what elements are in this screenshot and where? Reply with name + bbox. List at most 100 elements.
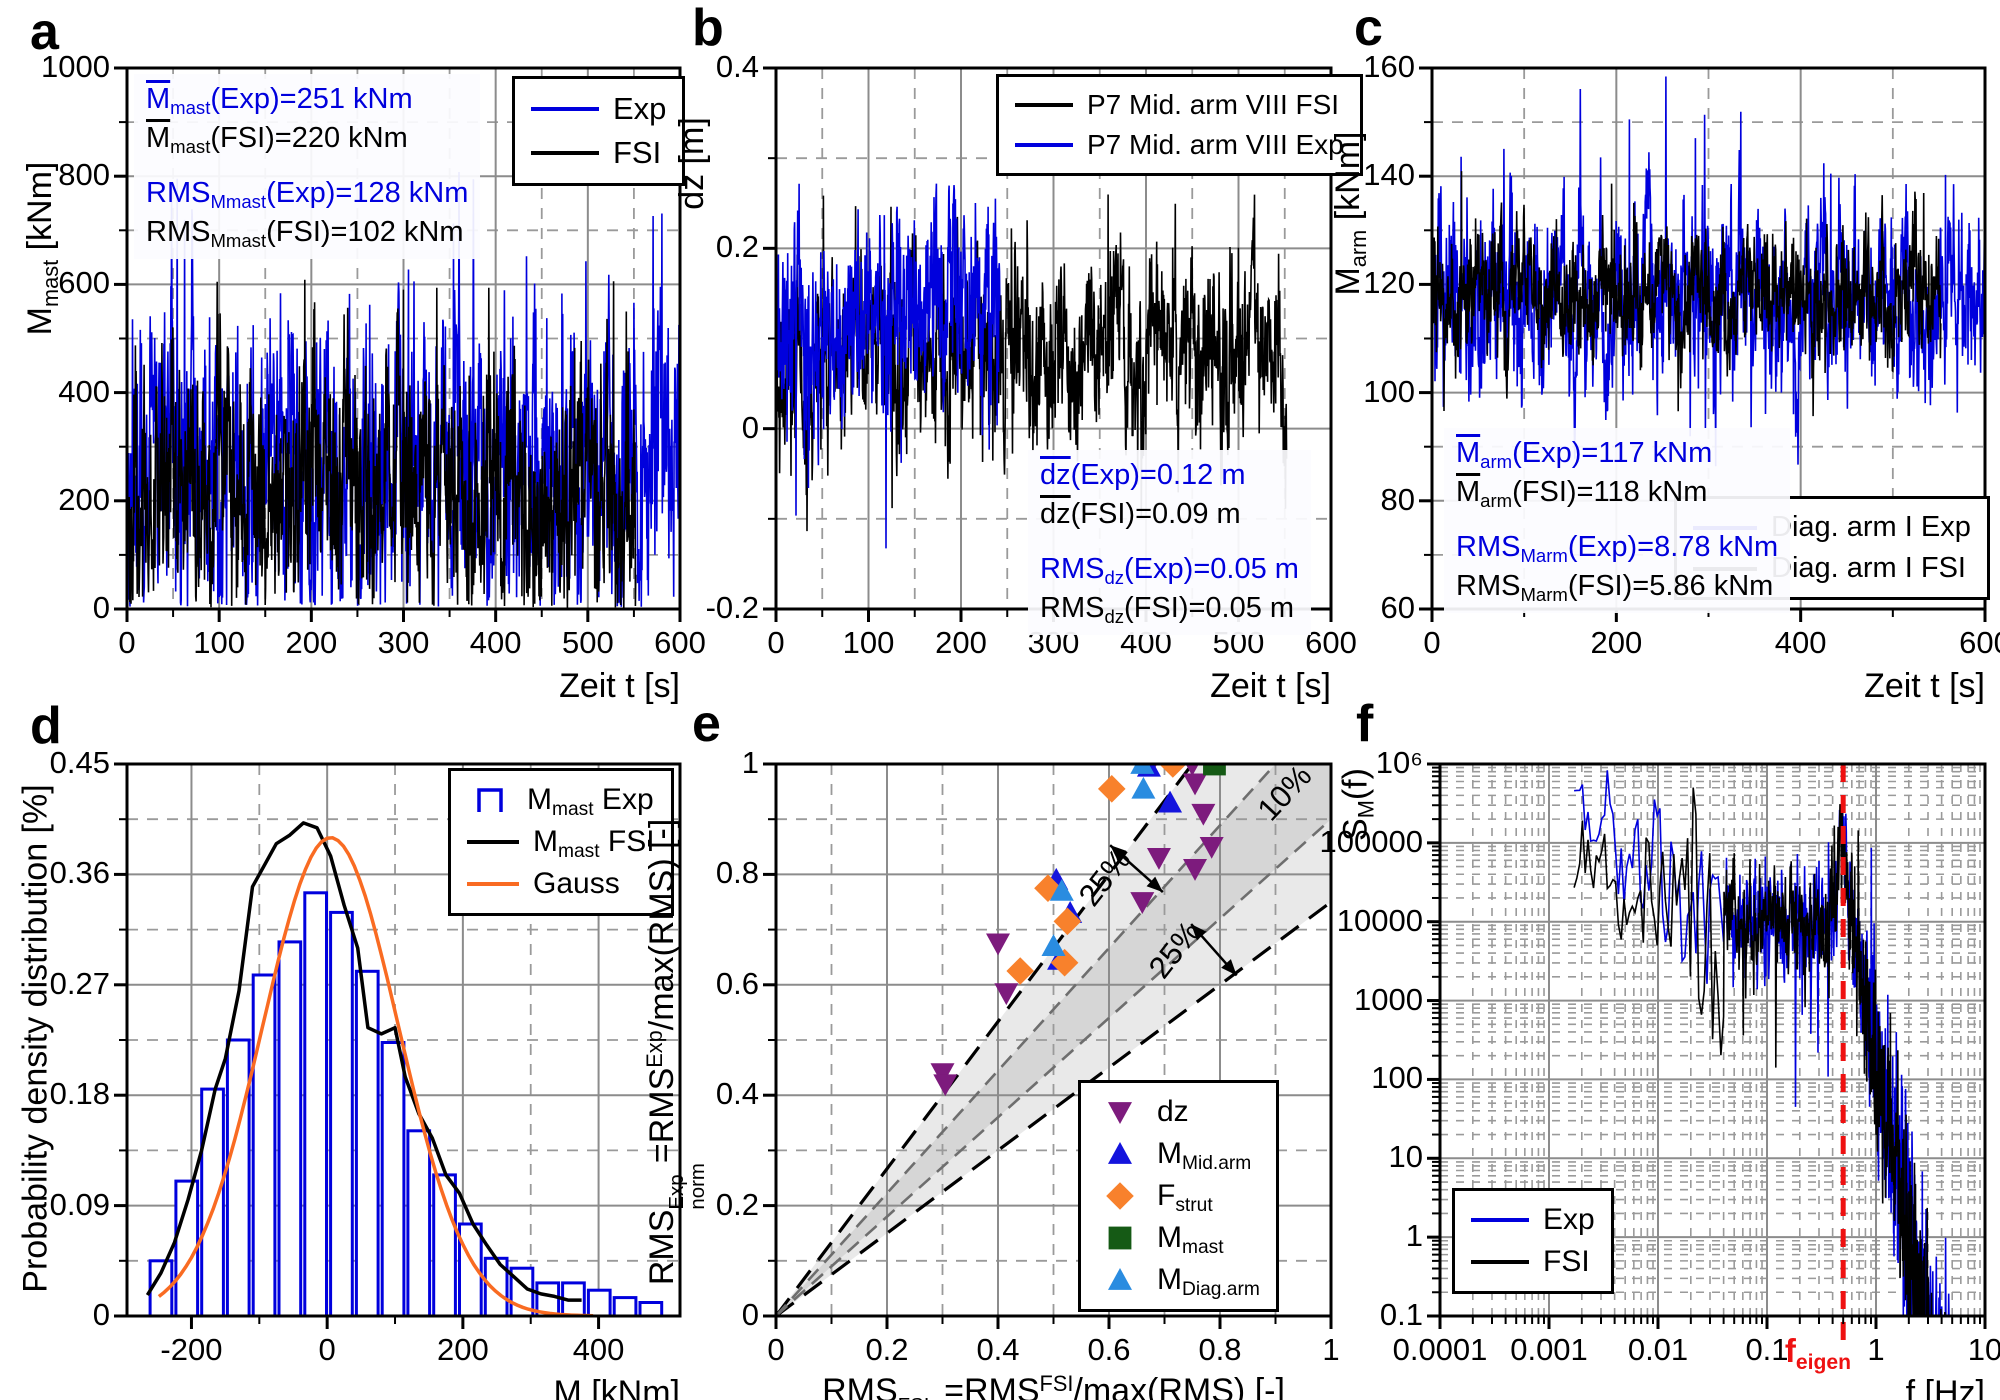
series-b-p7-mid-arm-viii-exp [776,183,1001,549]
legend-line-swatch [1693,525,1757,530]
hist-bar [458,1222,483,1316]
y-tick-label: 60 [1380,590,1415,625]
legend-entry: Fstrut [1097,1179,1260,1217]
panel-letter-c: c [1354,0,1383,57]
y-tick-label: 0.2 [715,229,759,265]
series-f-fsi [1573,787,1946,1316]
y-tick-label: 1 [741,745,759,780]
marker-dz [1199,836,1224,859]
x-tick-label: 200 [285,625,338,660]
x-tick-label: 0.0001 [1392,1332,1488,1367]
band-pct-label: 25% [1072,842,1138,912]
y-tick-label: 10 [1388,1139,1423,1175]
x-tick-label: 0 [767,625,785,660]
legend-entry: Mmast FSI [467,825,655,861]
stats-line: dz(FSI)=0.09 m [1040,498,1241,531]
legend-entry: dz [1097,1095,1260,1129]
hist-bar [251,973,277,1316]
stats-line: Mmast(Exp)=251 kNm [146,83,413,118]
y-axis-title-b: dz [m] [672,117,711,210]
y-tick-label: 0.27 [49,965,110,1001]
x-tick-label: 400 [1120,625,1172,660]
x-tick-label: 0.1 [1745,1332,1789,1367]
hist-bar [148,1259,174,1316]
marker-mdiag-arm [1049,878,1074,901]
x-tick-label: 400 [469,625,522,660]
x-tick-label: 400 [572,1332,625,1367]
legend-entry: Gauss [467,867,655,901]
y-tick-label: 10⁶ [1375,745,1423,780]
plot-frame [125,66,682,611]
legend-label: MMid.arm [1157,1137,1252,1175]
legend-entry: Mmast Exp [467,783,655,819]
y-tick-label: 0 [741,1297,759,1332]
plot-frame [1438,762,1987,1318]
x-tick-label: 400 [1774,625,1827,660]
hist-bar [483,1256,509,1316]
panel-letter-d: d [30,697,62,755]
marker-fstrut [1053,907,1082,936]
x-tick-label: 0.2 [865,1332,909,1367]
marker-mmid-arm [1047,947,1072,970]
series-d-mmast-fsi [145,821,582,1302]
legend-c: Diag. arm I Exp Diag. arm I FSI [1674,496,1990,600]
y-axis-title-d: Probability density distribution [%] [16,784,55,1293]
stats-line: RMSMarm(FSI)=5.86 kNm [1456,570,1774,606]
marker-dz [1191,803,1216,826]
marker-dz [1185,764,1199,776]
x-tick-label: 300 [377,625,430,660]
legend-b: P7 Mid. arm VIII FSI P7 Mid. arm VIII Exp [996,74,1363,176]
legend-marker-tri-down-icon [1108,1102,1132,1124]
x-tick-label: 200 [935,625,987,660]
legend-label: Fstrut [1157,1179,1213,1217]
x-tick-label: 0 [1423,625,1441,660]
y-tick-label: 0.4 [715,49,759,84]
stats-annotation-c: Marm(Exp)=117 kNm Marm(FSI)=118 kNm RMSMar… [1444,428,1791,613]
y-tick-label: 100 [1363,373,1415,409]
legend-line-swatch [1471,1260,1529,1264]
stats-line: RMSMmast(Exp)=128 kNm [146,177,469,213]
x-tick-label: 0.01 [1627,1332,1689,1367]
series-a-exp [127,171,680,607]
hist-bar [200,1087,225,1316]
y-axis-title-e: RMS Exp norm =RMSExp/max(RMS) [-] [642,818,710,1286]
stats-line: dz(Exp)=0.12 m [1040,459,1246,491]
y-axis-title-c: Marm [kNm] [1328,131,1371,296]
band-line-outer-lower [776,900,1331,1316]
stats-line: Marm(FSI)=118 kNm [1456,476,1708,512]
marker-dz [1144,764,1158,776]
x-tick-label: 0 [767,1332,785,1367]
marker-dz [1183,859,1208,881]
marker-mdiag-arm [1130,764,1155,774]
panel-letter-e: e [692,695,721,753]
y-tick-label: 0.36 [49,855,110,891]
legend-openbar-swatch [477,788,503,812]
legend-line-swatch [531,151,599,155]
legend-e: dz MMid.arm Fstrut Mmast MDiag.arm [1078,1080,1279,1312]
marker-fstrut [1159,764,1187,778]
panel-letter-f: f [1356,695,1374,753]
hist-bar [406,1129,432,1316]
legend-line-swatch [1471,1218,1529,1222]
marker-dz [986,933,1010,956]
y-tick-label: 0.09 [49,1186,110,1222]
x-tick-label: 600 [654,625,706,660]
legend-marker-square-icon [1108,1226,1132,1250]
marker-fstrut [1097,775,1126,803]
y-tick-label: 10000 [1336,902,1423,938]
y-tick-label: 1 [1405,1218,1423,1254]
marker-mmid-arm [1158,790,1183,813]
marker-dz [1146,848,1171,870]
legend-entry: P7 Mid. arm VIII FSI [1015,89,1344,121]
band-25pct [776,764,1331,1316]
marker-dz [930,1063,955,1086]
legend-entry: Diag. arm I Exp [1693,511,1971,544]
legend-marker-tri-up-icon [1108,1142,1132,1164]
y-axis-title-a: Mmast [kNm] [20,161,63,336]
